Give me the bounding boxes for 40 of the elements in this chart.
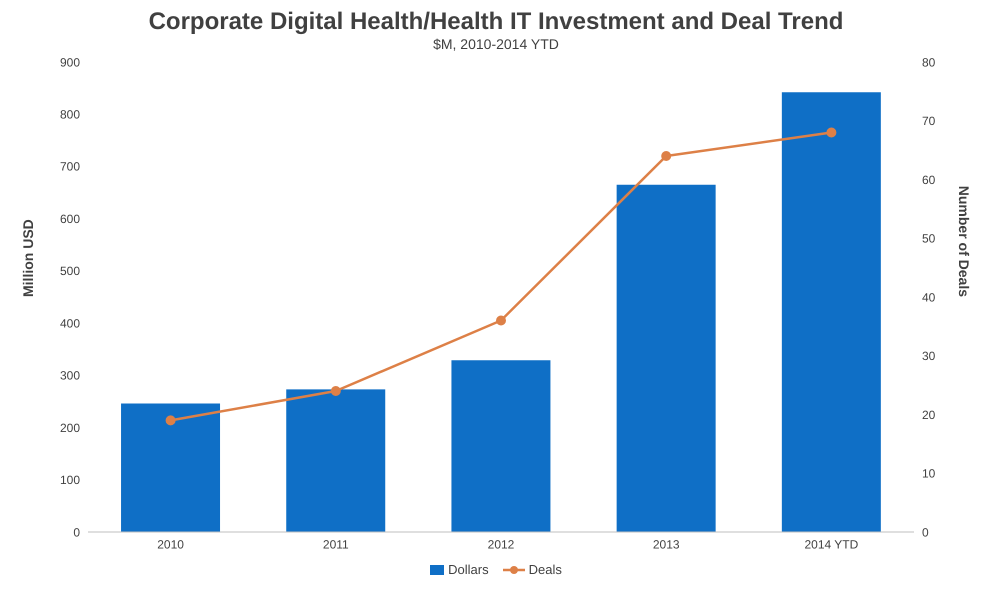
bar [451,360,550,532]
y-axis-title: Million USD [20,219,36,297]
y-tick-label: 0 [73,525,80,540]
y2-tick-label: 50 [922,232,936,246]
y-tick-label: 500 [60,264,80,278]
legend-label: Deals [528,562,562,577]
y-tick-label: 600 [60,212,80,226]
legend-label: Dollars [447,562,489,577]
y2-tick-label: 20 [922,408,936,422]
y2-tick-label: 70 [922,114,936,128]
point [330,386,341,396]
bar [286,389,386,532]
y-tick-label: 800 [60,107,80,122]
y2-tick-label: 40 [922,290,936,304]
x-tick-label: 2013 [652,538,680,552]
x-tick-label: 2014 YTD [804,538,859,552]
y-tick-label: 900 [60,55,80,70]
chart-title: Corporate Digital Health/Health IT Investment and Deal Trend [148,8,844,36]
bar [782,92,881,532]
y2-tick-label: 60 [922,172,936,187]
point [166,415,176,426]
y-tick-label: 400 [60,316,80,330]
y-tick-label: 700 [60,160,80,174]
point [826,128,836,138]
y-tick-label: 100 [60,473,80,488]
point [496,316,506,326]
y2-axis-title: Number of Deals [956,186,972,298]
bar [616,184,716,532]
x-tick-label: 2012 [488,538,515,552]
x-tick-label: 2011 [322,538,350,552]
chart-subtitle: $M, 2010-2014 YTD [432,36,560,52]
y-tick-label: 200 [60,420,80,435]
bar [121,404,220,532]
y2-tick-label: 0 [922,525,929,540]
x-tick-label: 2010 [157,538,184,552]
y2-tick-label: 80 [922,55,936,70]
point [661,151,672,161]
y2-tick-label: 10 [922,466,936,481]
y2-tick-label: 30 [922,349,936,364]
y-tick-label: 300 [60,368,80,383]
